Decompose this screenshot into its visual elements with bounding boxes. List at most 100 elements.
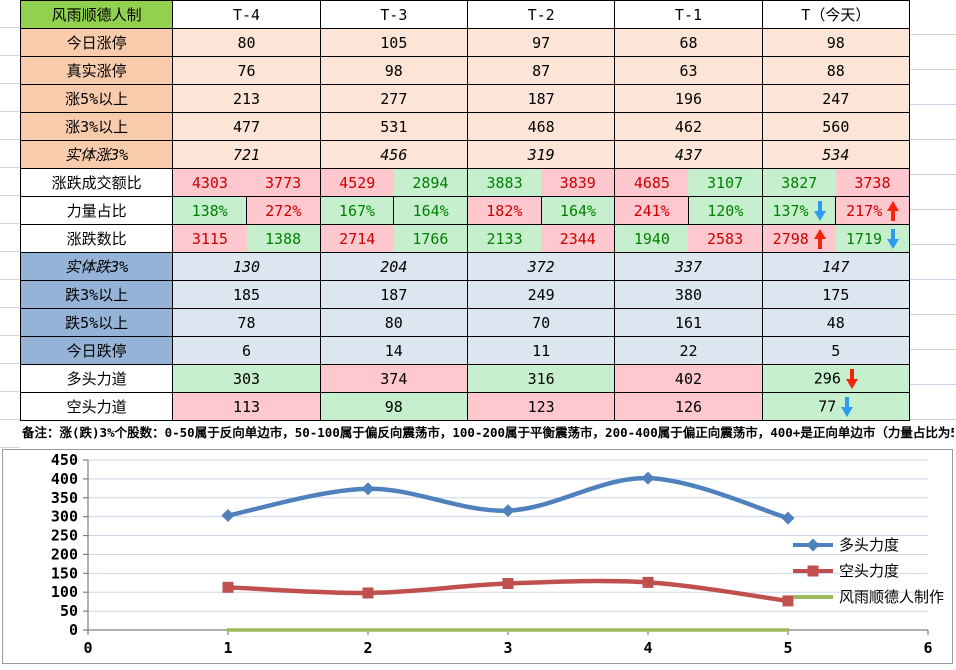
cell-power-ratio-col0-down[interactable]: 272%	[246, 197, 320, 224]
cell-today-limit-down-col2[interactable]: 11	[466, 336, 616, 365]
cell-power-ratio-col4-up[interactable]: 137%	[762, 197, 836, 224]
legend-item-1[interactable]: 空头力度	[793, 562, 899, 580]
cell-updown-count-ratio-col2-up[interactable]: 2133	[467, 225, 542, 252]
row-label-real-limit-up[interactable]: 真实涨停	[19, 56, 174, 85]
column-header-0[interactable]: T-4	[172, 0, 321, 29]
cell-power-ratio-col2-down[interactable]: 164%	[540, 197, 615, 224]
cell-updown-count-ratio-col1[interactable]: 2714 1766	[319, 224, 468, 253]
cell-bull-force-col0[interactable]: 303	[172, 364, 321, 393]
row-label-bull-force[interactable]: 多头力道	[19, 364, 174, 393]
cell-updown-count-ratio-col1-up[interactable]: 2714	[320, 225, 394, 252]
cell-solid-up-3pct-col4[interactable]: 534	[761, 140, 911, 169]
cell-updown-amount-ratio-col2-down[interactable]: 3839	[541, 169, 615, 196]
cell-updown-amount-ratio-col1-down[interactable]: 2894	[393, 169, 467, 196]
cell-bear-force-col0[interactable]: 113	[172, 392, 321, 421]
cell-real-limit-up-col2[interactable]: 87	[466, 56, 616, 85]
cell-power-ratio-col0[interactable]: 138% 272%	[172, 196, 321, 225]
cell-bull-force-col1[interactable]: 374	[319, 364, 468, 393]
row-label-today-limit-up[interactable]: 今日涨停	[19, 28, 174, 57]
cell-updown-count-ratio-col1-down[interactable]: 1766	[393, 225, 467, 252]
cell-updown-amount-ratio-col3-down[interactable]: 3107	[688, 169, 762, 196]
cell-solid-up-3pct-col1[interactable]: 456	[319, 140, 468, 169]
cell-updown-amount-ratio-col4[interactable]: 3827 3738	[761, 168, 911, 197]
row-label-bear-force[interactable]: 空头力道	[19, 392, 174, 421]
row-label-updown-amount-ratio[interactable]: 涨跌成交额比	[19, 168, 174, 197]
cell-power-ratio-col4-down[interactable]: 217%	[835, 197, 910, 224]
cell-power-ratio-col3-up[interactable]: 241%	[615, 197, 688, 224]
cell-power-ratio-col1-up[interactable]: 167%	[320, 197, 394, 224]
cell-up-5pct-col4[interactable]: 247	[761, 84, 911, 113]
cell-real-limit-up-col3[interactable]: 63	[614, 56, 763, 85]
cell-updown-amount-ratio-col4-down[interactable]: 3738	[835, 169, 910, 196]
row-label-up-5pct[interactable]: 涨5%以上	[19, 84, 174, 113]
cell-updown-count-ratio-col2[interactable]: 2133 2344	[466, 224, 616, 253]
cell-bear-force-col4[interactable]: 77	[761, 392, 911, 421]
cell-power-ratio-col3-down[interactable]: 120%	[687, 197, 762, 224]
cell-power-ratio-col1-down[interactable]: 164%	[393, 197, 467, 224]
cell-down-3pct-col4[interactable]: 175	[761, 280, 911, 309]
cell-updown-count-ratio-col0-down[interactable]: 1388	[246, 225, 320, 252]
cell-updown-count-ratio-col4-up[interactable]: 2798	[762, 225, 836, 252]
cell-solid-down-3pct-col2[interactable]: 372	[466, 252, 616, 281]
cell-updown-amount-ratio-col0[interactable]: 4303 3773	[172, 168, 321, 197]
row-label-down-3pct[interactable]: 跌3%以上	[19, 280, 174, 309]
cell-bull-force-col2[interactable]: 316	[466, 364, 616, 393]
table-title-cell[interactable]: 风雨顺德人制	[19, 0, 174, 29]
column-header-1[interactable]: T-3	[319, 0, 468, 29]
cell-updown-count-ratio-col0-up[interactable]: 3115	[173, 225, 247, 252]
cell-up-3pct-col4[interactable]: 560	[761, 112, 911, 141]
cell-up-5pct-col1[interactable]: 277	[319, 84, 468, 113]
row-label-up-3pct[interactable]: 涨3%以上	[19, 112, 174, 141]
column-header-2[interactable]: T-2	[466, 0, 616, 29]
cell-up-5pct-col0[interactable]: 213	[172, 84, 321, 113]
row-label-power-ratio[interactable]: 力量占比	[19, 196, 174, 225]
cell-updown-amount-ratio-col3-up[interactable]: 4685	[615, 169, 689, 196]
row-label-solid-up-3pct[interactable]: 实体涨3%	[19, 140, 174, 169]
cell-solid-down-3pct-col1[interactable]: 204	[319, 252, 468, 281]
cell-updown-count-ratio-col2-down[interactable]: 2344	[541, 225, 615, 252]
legend-item-2[interactable]: 风雨顺德人制作	[793, 588, 944, 606]
cell-solid-down-3pct-col0[interactable]: 130	[172, 252, 321, 281]
cell-updown-amount-ratio-col2[interactable]: 3883 3839	[466, 168, 616, 197]
cell-up-3pct-col1[interactable]: 531	[319, 112, 468, 141]
cell-today-limit-up-col4[interactable]: 98	[761, 28, 911, 57]
cell-today-limit-up-col2[interactable]: 97	[466, 28, 616, 57]
cell-updown-amount-ratio-col0-down[interactable]: 3773	[246, 169, 320, 196]
cell-bear-force-col1[interactable]: 98	[319, 392, 468, 421]
cell-today-limit-down-col1[interactable]: 14	[319, 336, 468, 365]
legend-item-0[interactable]: 多头力度	[793, 536, 899, 554]
cell-bear-force-col2[interactable]: 123	[466, 392, 616, 421]
cell-today-limit-down-col0[interactable]: 6	[172, 336, 321, 365]
cell-down-3pct-col1[interactable]: 187	[319, 280, 468, 309]
cell-power-ratio-col1[interactable]: 167% 164%	[319, 196, 468, 225]
cell-updown-amount-ratio-col1[interactable]: 4529 2894	[319, 168, 468, 197]
cell-updown-amount-ratio-col1-up[interactable]: 4529	[320, 169, 394, 196]
cell-down-3pct-col2[interactable]: 249	[466, 280, 616, 309]
cell-updown-count-ratio-col3[interactable]: 1940 2583	[614, 224, 763, 253]
row-label-today-limit-down[interactable]: 今日跌停	[19, 336, 174, 365]
cell-power-ratio-col0-up[interactable]: 138%	[173, 197, 246, 224]
cell-down-3pct-col3[interactable]: 380	[614, 280, 763, 309]
cell-solid-down-3pct-col4[interactable]: 147	[761, 252, 911, 281]
cell-updown-amount-ratio-col3[interactable]: 4685 3107	[614, 168, 763, 197]
cell-power-ratio-col3[interactable]: 241% 120%	[614, 196, 763, 225]
cell-today-limit-down-col3[interactable]: 22	[614, 336, 763, 365]
cell-down-5pct-col0[interactable]: 78	[172, 308, 321, 337]
cell-down-5pct-col2[interactable]: 70	[466, 308, 616, 337]
column-header-3[interactable]: T-1	[614, 0, 763, 29]
cell-solid-up-3pct-col3[interactable]: 437	[614, 140, 763, 169]
trend-chart[interactable]: 0 50 100 150 200 250 300 350 400 450 0 1 2 3 4 5 6 多头力度 空头…	[0, 448, 956, 670]
cell-bull-force-col4[interactable]: 296	[761, 364, 911, 393]
cell-up-5pct-col2[interactable]: 187	[466, 84, 616, 113]
cell-updown-count-ratio-col4-down[interactable]: 1719	[835, 225, 910, 252]
cell-updown-amount-ratio-col4-up[interactable]: 3827	[762, 169, 836, 196]
cell-power-ratio-col2[interactable]: 182% 164%	[466, 196, 616, 225]
row-label-solid-down-3pct[interactable]: 实体跌3%	[19, 252, 174, 281]
cell-real-limit-up-col4[interactable]: 88	[761, 56, 911, 85]
cell-bear-force-col3[interactable]: 126	[614, 392, 763, 421]
cell-updown-count-ratio-col3-down[interactable]: 2583	[688, 225, 762, 252]
cell-today-limit-down-col4[interactable]: 5	[761, 336, 911, 365]
cell-up-5pct-col3[interactable]: 196	[614, 84, 763, 113]
cell-power-ratio-col2-up[interactable]: 182%	[467, 197, 541, 224]
column-header-4[interactable]: T（今天）	[761, 0, 911, 29]
